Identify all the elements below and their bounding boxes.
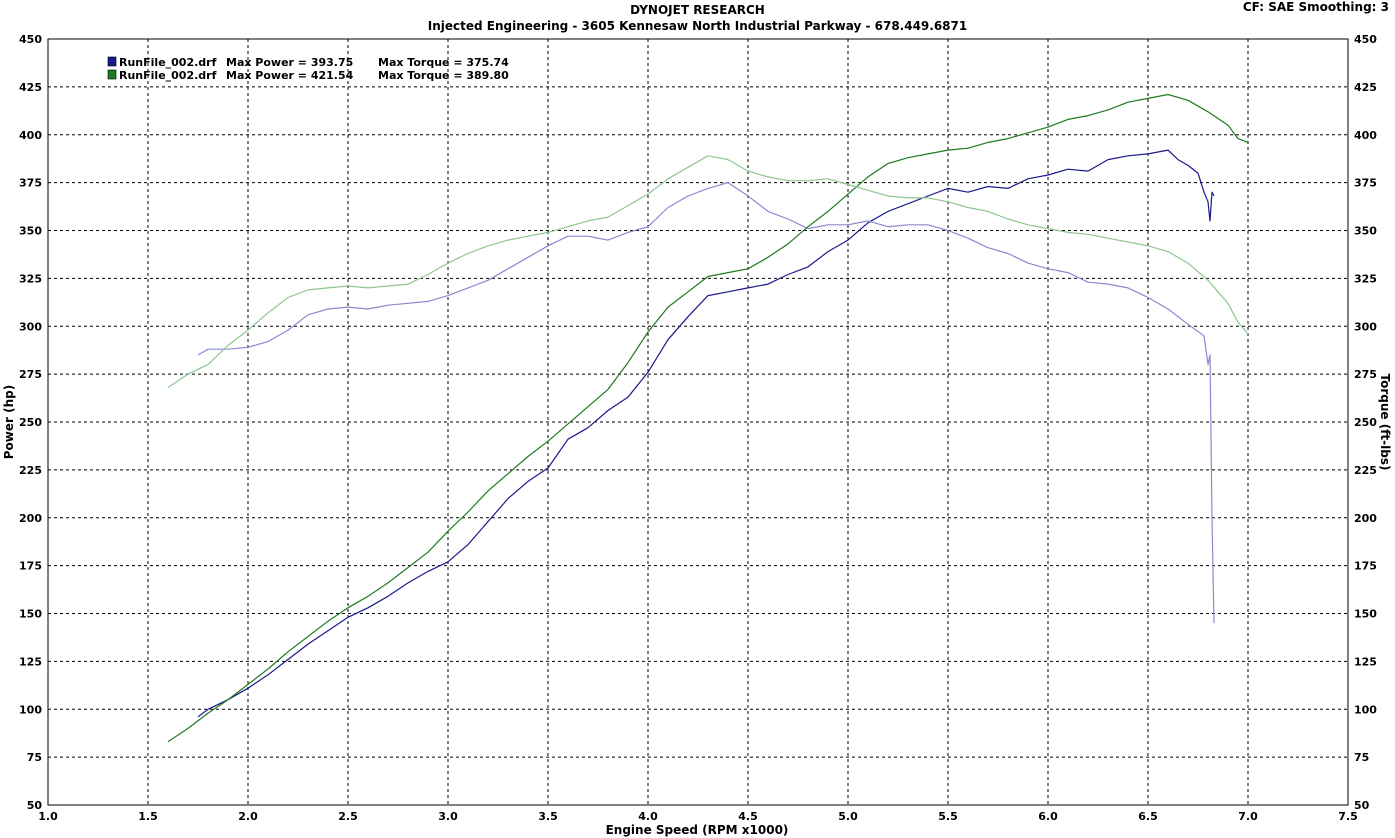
y-tick-label-left: 150 (19, 608, 42, 621)
y-tick-label-right: 175 (1354, 560, 1377, 573)
y-tick-label-left: 400 (19, 129, 42, 142)
x-tick-label: 7.5 (1338, 810, 1358, 823)
y-tick-label-right: 250 (1354, 416, 1377, 429)
y-tick-label-left: 275 (19, 368, 42, 381)
y-tick-label-right: 225 (1354, 464, 1377, 477)
legend-max-torque: Max Torque = 375.74 (378, 56, 509, 69)
legend-max-torque: Max Torque = 389.80 (378, 69, 509, 82)
y-tick-label-left: 325 (19, 272, 42, 285)
x-tick-label: 6.5 (1138, 810, 1158, 823)
legend-file: RunFile_002.drf (119, 56, 217, 69)
y-tick-label-left: 250 (19, 416, 42, 429)
y-tick-label-left: 450 (19, 33, 42, 46)
y-tick-label-left: 125 (19, 655, 42, 668)
x-tick-label: 3.5 (538, 810, 558, 823)
x-tick-label: 1.5 (138, 810, 158, 823)
y-tick-label-left: 375 (19, 177, 42, 190)
y-tick-label-right: 375 (1354, 177, 1377, 190)
series-run1-power (197, 149, 1215, 718)
x-tick-label: 5.5 (938, 810, 958, 823)
chart-subtitle: Injected Engineering - 3605 Kennesaw Nor… (427, 19, 968, 33)
x-tick-label: 2.5 (338, 810, 358, 823)
y-tick-label-left: 100 (19, 703, 42, 716)
y-tick-label-right: 425 (1354, 81, 1377, 94)
y-tick-label-right: 275 (1354, 368, 1377, 381)
y-tick-label-right: 200 (1354, 512, 1377, 525)
y-tick-label-left: 350 (19, 225, 42, 238)
legend-swatch (107, 69, 117, 80)
x-axis-ticks: 1.0 1.5 2.0 2.5 3.0 3.5 4.0 4.5 5.0 5.5 6.0 6.5 7.0 7… (38, 810, 1358, 823)
y-tick-label-right: 100 (1354, 703, 1377, 716)
series-run1-torque (197, 182, 1215, 624)
y-tick-label-left: 225 (19, 464, 42, 477)
y-tick-label-left: 75 (27, 751, 42, 764)
y-tick-label-right: 350 (1354, 225, 1377, 238)
chart-title: DYNOJET RESEARCH (630, 3, 765, 17)
x-tick-label: 6.0 (1038, 810, 1058, 823)
y-tick-label-left: 425 (19, 81, 42, 94)
y-axis-left-label: Power (hp) (2, 385, 16, 459)
y-tick-label-left: 200 (19, 512, 42, 525)
x-tick-label: 3.0 (438, 810, 458, 823)
y-tick-label-right: 75 (1354, 751, 1369, 764)
y-tick-label-right: 125 (1354, 655, 1377, 668)
x-tick-label: 2.0 (238, 810, 258, 823)
legend-file: RunFile_002.drf (119, 69, 217, 82)
legend-swatch (107, 56, 117, 67)
y-tick-label-left: 175 (19, 560, 42, 573)
y-tick-label-right: 450 (1354, 33, 1377, 46)
legend: RunFile_002.drf Max Power = 393.75 Max Tor… (107, 56, 509, 82)
x-tick-label: 7.0 (1238, 810, 1258, 823)
x-tick-label: 1.0 (38, 810, 58, 823)
correction-factor-info: CF: SAE Smoothing: 3 (1242, 0, 1389, 14)
series-run2-power (167, 93, 1249, 743)
x-tick-label: 5.0 (838, 810, 858, 823)
y-tick-label-left: 300 (19, 320, 42, 333)
x-tick-label: 4.5 (738, 810, 758, 823)
y-axis-left-ticks: 50 75 100 125 150 175 200 225 250 275 300 325 350 375… (19, 33, 42, 812)
legend-max-power: Max Power = 421.54 (226, 69, 354, 82)
curves (167, 93, 1249, 743)
x-axis-label: Engine Speed (RPM x1000) (606, 823, 789, 837)
y-tick-label-right: 50 (1354, 799, 1370, 812)
y-tick-label-right: 400 (1354, 129, 1377, 142)
y-tick-label-right: 300 (1354, 320, 1377, 333)
x-tick-label: 4.0 (638, 810, 658, 823)
y-axis-right-ticks: 50 75 100 125 150 175 200 225 250 275 300 325 350 375… (1354, 33, 1377, 812)
legend-max-power: Max Power = 393.75 (226, 56, 353, 69)
grid-lines (48, 39, 1348, 805)
y-tick-label-left: 50 (27, 799, 43, 812)
y-axis-right-label: Torque (ft-lbs) (1378, 374, 1392, 471)
y-tick-label-right: 325 (1354, 272, 1377, 285)
series-run2-torque (167, 155, 1249, 388)
y-tick-label-right: 150 (1354, 608, 1377, 621)
